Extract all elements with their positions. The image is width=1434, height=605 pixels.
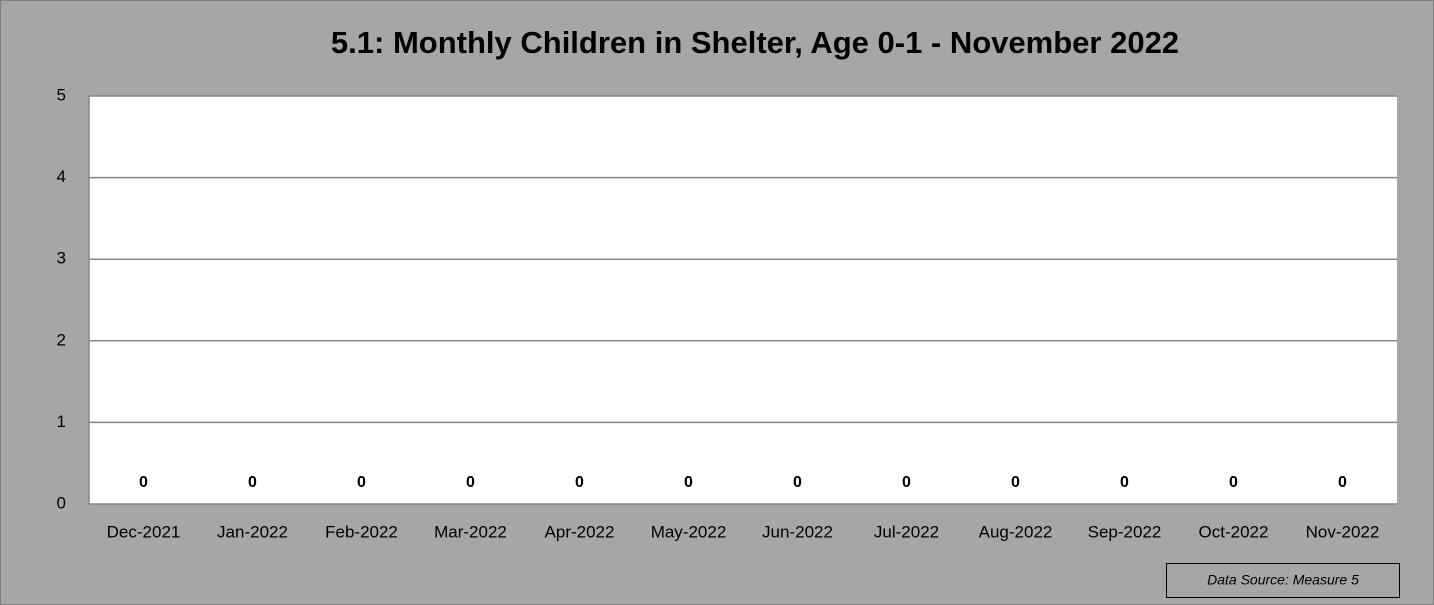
- x-tick-label: Nov-2022: [1306, 522, 1380, 541]
- x-tick-label: Apr-2022: [545, 522, 615, 541]
- data-label: 0: [248, 474, 257, 491]
- data-label: 0: [575, 474, 584, 491]
- y-tick-label: 2: [57, 330, 66, 349]
- x-tick-label: Sep-2022: [1088, 522, 1162, 541]
- data-label: 0: [684, 474, 693, 491]
- x-tick-label: Mar-2022: [434, 522, 507, 541]
- data-label: 0: [1120, 474, 1129, 491]
- y-tick-label: 3: [57, 249, 66, 268]
- y-tick-label: 0: [57, 493, 66, 512]
- annotation: Data Source: Measure 5: [1207, 572, 1359, 588]
- x-tick-label: Dec-2021: [107, 522, 181, 541]
- x-tick-label: Feb-2022: [325, 522, 398, 541]
- plot-area: [89, 96, 1397, 504]
- data-label: 0: [357, 474, 366, 491]
- y-tick-label: 5: [57, 85, 66, 104]
- data-label: 0: [139, 474, 148, 491]
- x-tick-label: Aug-2022: [979, 522, 1053, 541]
- data-label: 0: [902, 474, 911, 491]
- x-tick-label: Jul-2022: [874, 522, 939, 541]
- annotation-box: [1166, 563, 1400, 598]
- data-label: 0: [1229, 474, 1238, 491]
- x-tick-label: May-2022: [651, 522, 727, 541]
- data-label: 0: [466, 474, 475, 491]
- data-label: 0: [1338, 474, 1347, 491]
- y-tick-label: 1: [57, 412, 66, 431]
- x-tick-label: Jan-2022: [217, 522, 288, 541]
- y-tick-label: 4: [57, 167, 66, 186]
- x-tick-label: Oct-2022: [1199, 522, 1269, 541]
- data-label: 0: [1011, 474, 1020, 491]
- x-tick-label: Jun-2022: [762, 522, 833, 541]
- data-label: 0: [793, 474, 802, 491]
- chart-title: 5.1: Monthly Children in Shelter, Age 0-…: [331, 25, 1179, 60]
